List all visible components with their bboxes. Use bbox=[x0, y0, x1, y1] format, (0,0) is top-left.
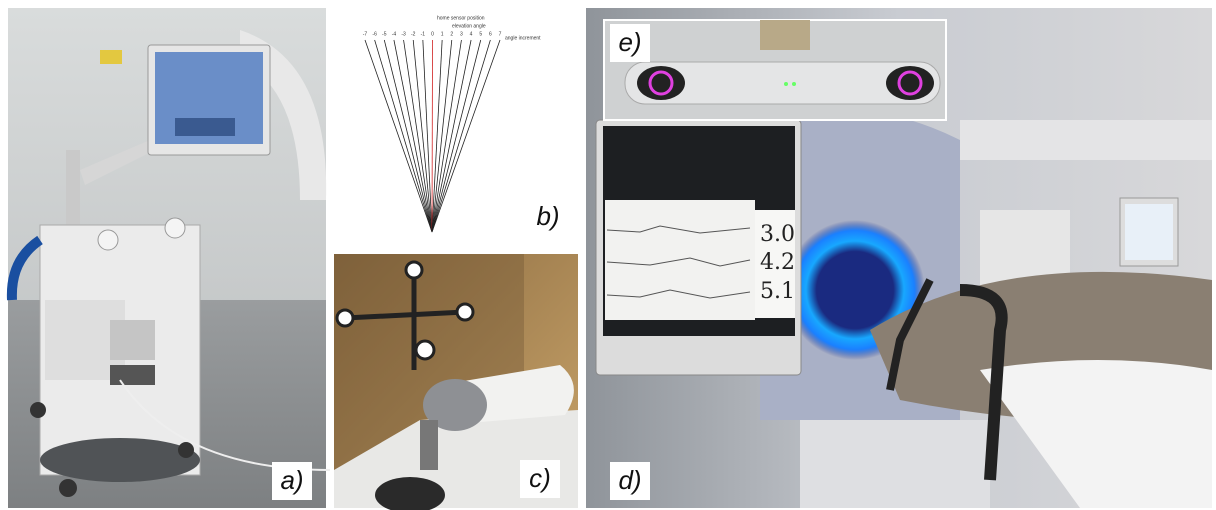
panel-label: e) bbox=[618, 27, 641, 57]
inset-e: e) bbox=[604, 20, 946, 120]
monitor-reading: 4.2 bbox=[760, 250, 795, 275]
figure: a) home sensor position elevation angle … bbox=[0, 0, 1216, 510]
panel-label: b) bbox=[536, 201, 559, 231]
angle-label: -6 bbox=[372, 31, 377, 37]
angle-label: -5 bbox=[382, 31, 387, 37]
monitor-reading: 3.0 bbox=[760, 222, 795, 247]
panel-c: c) bbox=[334, 254, 578, 510]
angle-label: 7 bbox=[499, 31, 502, 37]
panel-d: 3.0 4.2 5.1 d) e) bbox=[586, 8, 1212, 508]
annotation: elevation angle bbox=[452, 23, 486, 29]
panel-b: home sensor position elevation angle ang… bbox=[334, 8, 578, 248]
panel-a: a) bbox=[8, 8, 330, 508]
angle-label: -1 bbox=[421, 31, 426, 37]
angle-label: 2 bbox=[450, 31, 453, 37]
panel-label: d) bbox=[618, 465, 641, 495]
page: {"panels":{"a":{"label":"a)"},"b":{"labe… bbox=[0, 0, 1216, 510]
fan-line bbox=[432, 40, 433, 232]
angle-label: 4 bbox=[470, 31, 473, 37]
panel-label: c) bbox=[529, 463, 551, 493]
angle-label: 1 bbox=[441, 31, 444, 37]
angle-label: 0 bbox=[431, 31, 434, 37]
annotation: angle increment bbox=[505, 35, 541, 41]
monitor-reading: 5.1 bbox=[760, 279, 795, 304]
angle-label: -3 bbox=[401, 31, 406, 37]
angle-label: 3 bbox=[460, 31, 463, 37]
annotation: home sensor position bbox=[437, 15, 485, 21]
angle-label: 6 bbox=[489, 31, 492, 37]
angle-label: -2 bbox=[411, 31, 416, 37]
angle-label: 5 bbox=[479, 31, 482, 37]
angle-label: -7 bbox=[363, 31, 368, 37]
angle-label: -4 bbox=[392, 31, 397, 37]
panel-label: a) bbox=[280, 465, 303, 495]
